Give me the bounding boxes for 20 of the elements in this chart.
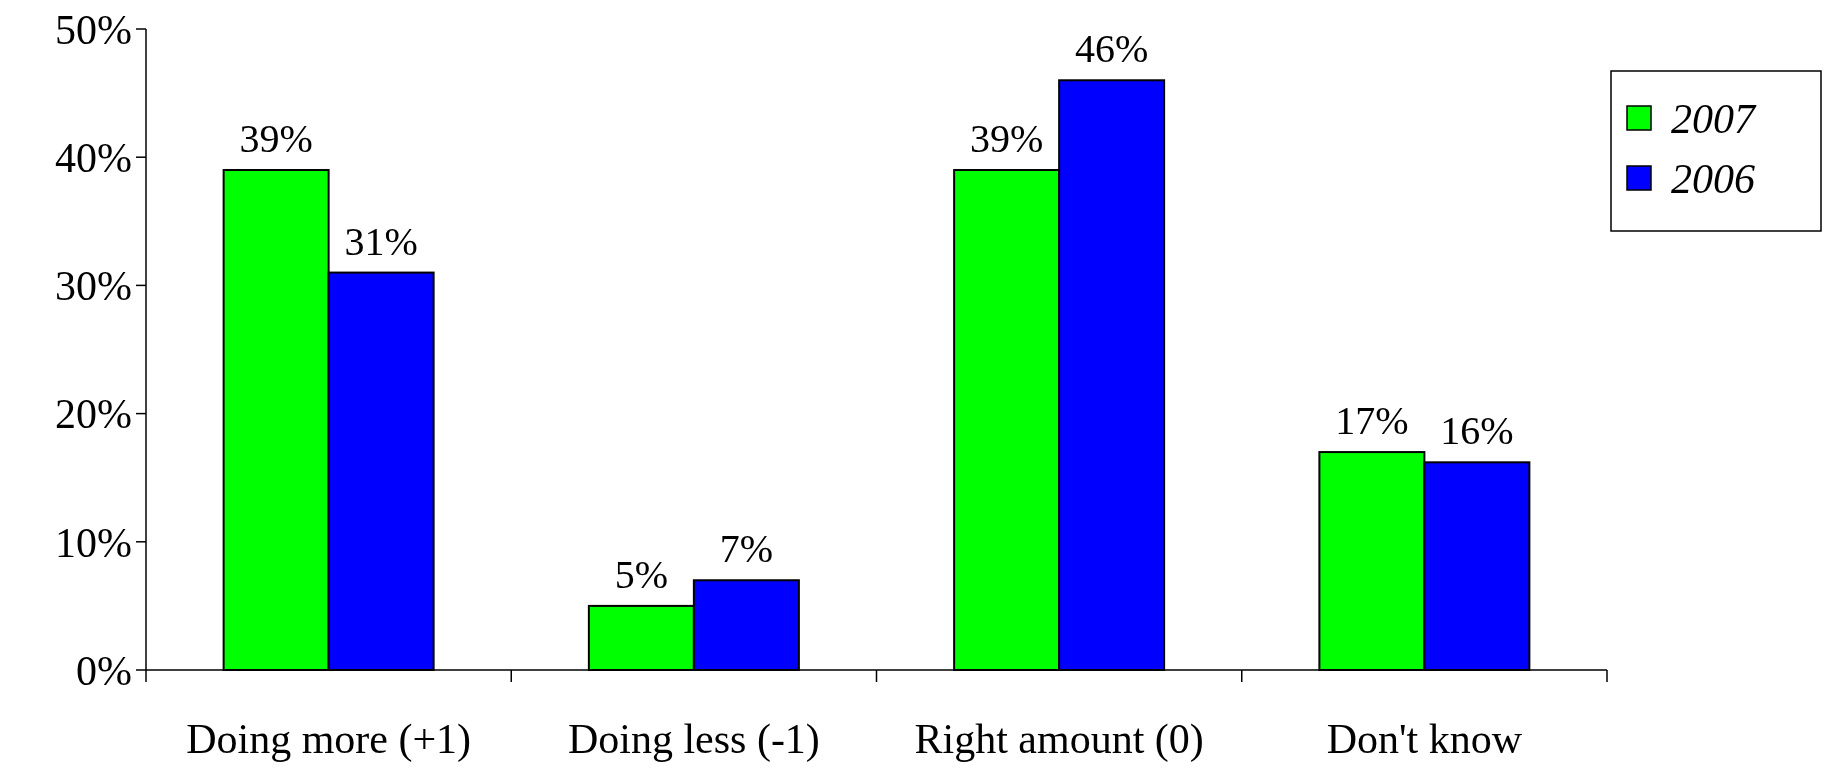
y-tick-label: 30% — [55, 263, 132, 310]
y-tick-label: 20% — [55, 391, 132, 438]
data-label: 16% — [1440, 408, 1514, 454]
data-label: 5% — [614, 551, 669, 597]
data-label: 31% — [344, 218, 418, 264]
y-tick-label: 40% — [55, 134, 132, 181]
y-tick-label: 0% — [76, 647, 132, 694]
x-tick-label: Right amount (0) — [914, 716, 1204, 763]
y-tick-label: 50% — [55, 6, 132, 53]
data-label: 17% — [1335, 398, 1409, 444]
data-label: 46% — [1074, 26, 1149, 72]
legend-label: 2007 — [1671, 95, 1757, 142]
y-tick-label: 10% — [55, 519, 132, 566]
x-tick-label: Doing less (-1) — [567, 716, 820, 763]
legend-label: 2006 — [1671, 155, 1755, 202]
data-label: 7% — [719, 526, 774, 572]
data-label: 39% — [969, 116, 1044, 162]
data-label: 39% — [239, 116, 313, 162]
x-tick-label: Doing more (+1) — [186, 716, 472, 763]
x-tick-label: Don't know — [1326, 716, 1523, 762]
